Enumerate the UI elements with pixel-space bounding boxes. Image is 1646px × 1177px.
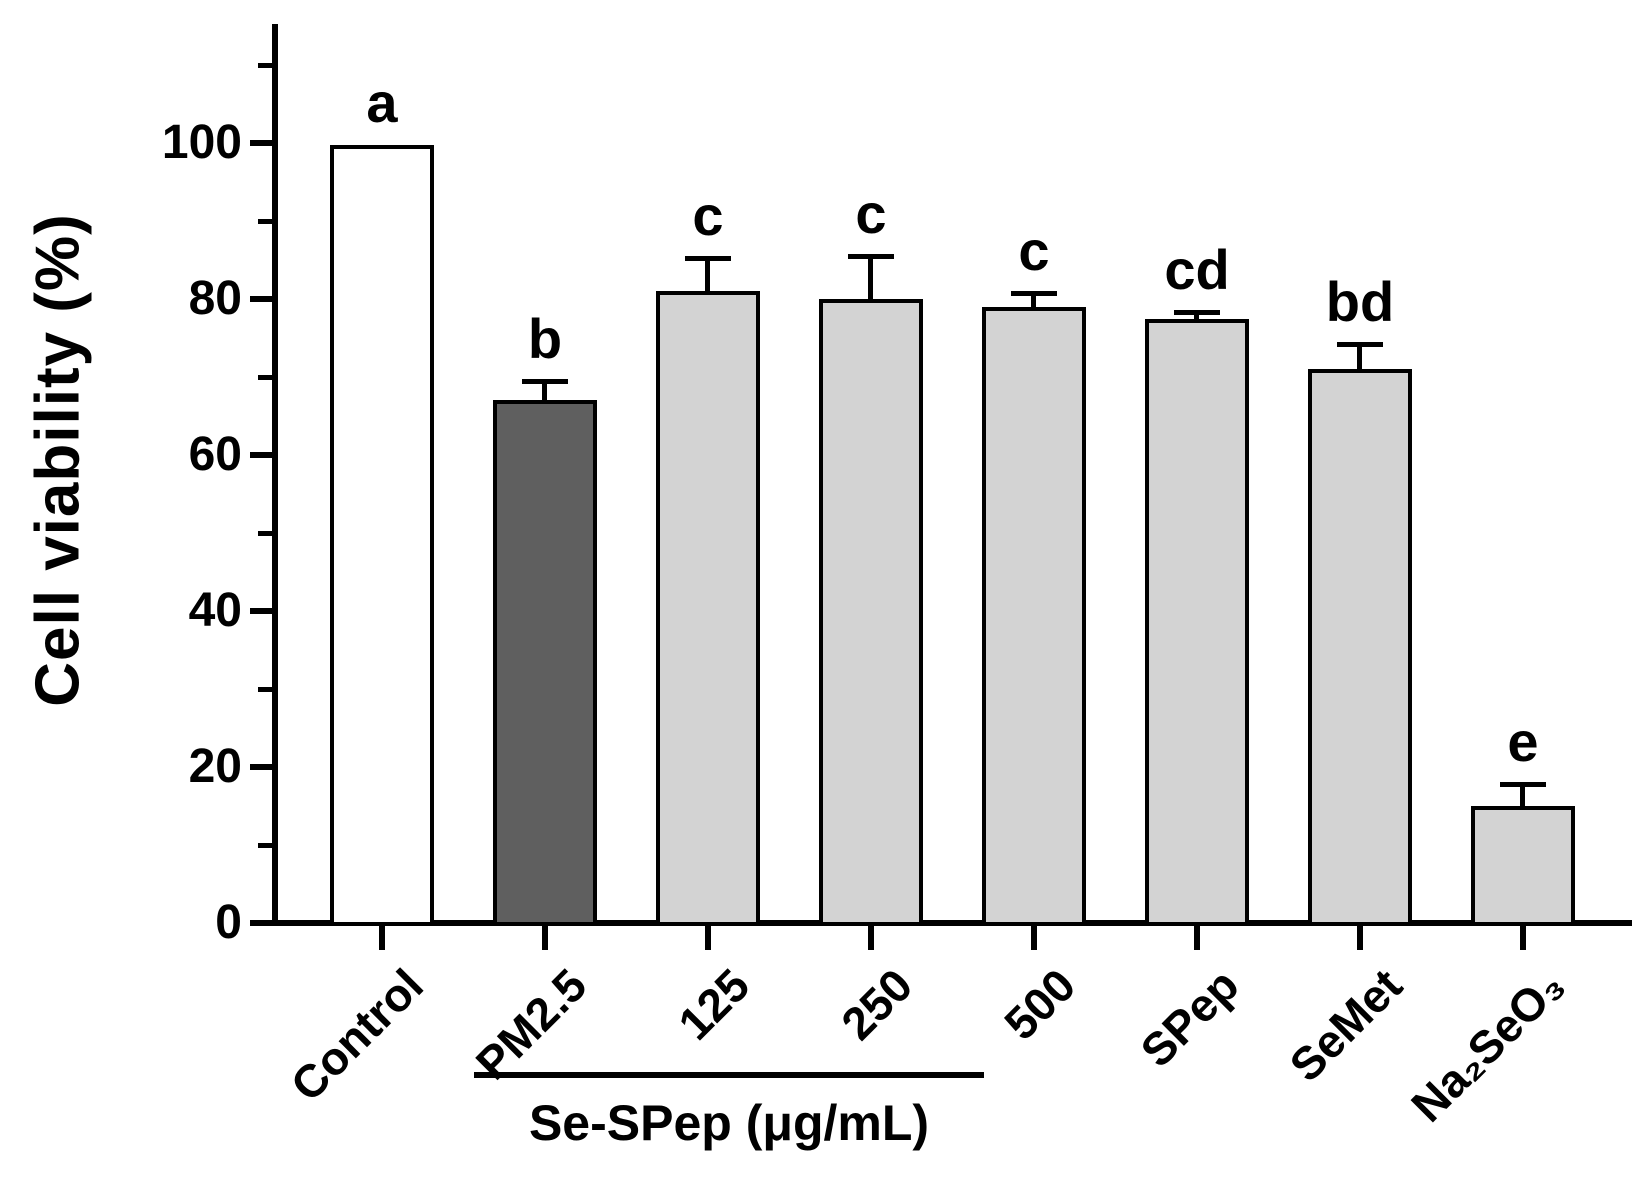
x-axis-line xyxy=(272,920,1632,926)
x-tick-label: 250 xyxy=(831,958,923,1050)
error-bar-stem xyxy=(1520,784,1525,808)
y-major-tick xyxy=(250,764,272,770)
error-bar-cap xyxy=(1011,290,1057,296)
sig-letter: c xyxy=(1018,218,1050,282)
y-minor-tick xyxy=(258,219,272,224)
y-major-tick xyxy=(250,140,272,146)
y-minor-tick xyxy=(258,531,272,536)
y-tick-label: 100 xyxy=(161,116,242,169)
error-bar-stem xyxy=(705,257,710,294)
sig-letter: c xyxy=(692,183,724,247)
y-minor-tick xyxy=(258,687,272,692)
y-axis-title: Cell viability (%) xyxy=(23,213,93,707)
x-tick-label: Na₂SeO₃ xyxy=(1401,958,1575,1132)
sig-letter: e xyxy=(1507,710,1539,774)
y-minor-tick xyxy=(258,63,272,68)
error-bar-cap xyxy=(1500,782,1546,788)
y-axis-line xyxy=(272,24,278,926)
y-major-tick xyxy=(250,920,272,926)
error-bar-cap xyxy=(522,378,568,384)
y-minor-tick xyxy=(258,843,272,848)
error-bar-stem xyxy=(542,380,547,403)
x-tick-label: 500 xyxy=(994,958,1086,1050)
y-tick-label: 60 xyxy=(188,428,242,481)
x-tick-label: PM2.5 xyxy=(465,958,597,1090)
bar-500 xyxy=(982,306,1086,926)
error-bar-cap xyxy=(685,255,731,261)
y-major-tick xyxy=(250,452,272,458)
x-tick-label: Control xyxy=(281,958,434,1112)
x-tick xyxy=(705,926,711,950)
error-bar-cap xyxy=(1174,310,1220,316)
x-tick-label: SeMet xyxy=(1278,958,1412,1092)
bar-na-seo- xyxy=(1471,806,1575,926)
sig-letter: cd xyxy=(1164,238,1230,302)
x-tick xyxy=(1357,926,1363,950)
sig-letter: bd xyxy=(1325,270,1395,334)
y-minor-tick xyxy=(258,375,272,380)
y-major-tick xyxy=(250,608,272,614)
error-bar-cap xyxy=(848,254,894,260)
error-bar-stem xyxy=(1194,312,1199,321)
x-tick-label: SPep xyxy=(1130,958,1249,1077)
x-tick xyxy=(1194,926,1200,950)
bar-control xyxy=(330,144,434,926)
x-tick-label: 125 xyxy=(668,958,760,1050)
sig-letter: b xyxy=(527,306,563,370)
error-bar-cap xyxy=(1337,342,1383,348)
bar-pm2-5 xyxy=(493,400,597,926)
group-annotation-label: Se-SPep (μg/mL) xyxy=(528,1095,930,1151)
sig-letter: c xyxy=(855,182,887,246)
y-tick-label: 0 xyxy=(215,896,242,949)
error-bar-stem xyxy=(868,256,873,301)
error-bar-stem xyxy=(1031,292,1036,309)
y-major-tick xyxy=(250,296,272,302)
y-tick-label: 40 xyxy=(188,584,242,637)
sig-letter: a xyxy=(366,70,398,134)
x-tick xyxy=(1520,926,1526,950)
x-tick xyxy=(868,926,874,950)
error-bar-stem xyxy=(1357,344,1362,372)
bar-spep xyxy=(1145,318,1249,926)
y-tick-label: 20 xyxy=(188,740,242,793)
bar-250 xyxy=(819,299,923,926)
bar-125 xyxy=(656,291,760,926)
x-tick xyxy=(542,926,548,950)
bar-semet xyxy=(1308,369,1412,926)
x-tick xyxy=(379,926,385,950)
x-tick xyxy=(1031,926,1037,950)
y-tick-label: 80 xyxy=(188,272,242,325)
group-annotation-line xyxy=(474,1072,984,1078)
